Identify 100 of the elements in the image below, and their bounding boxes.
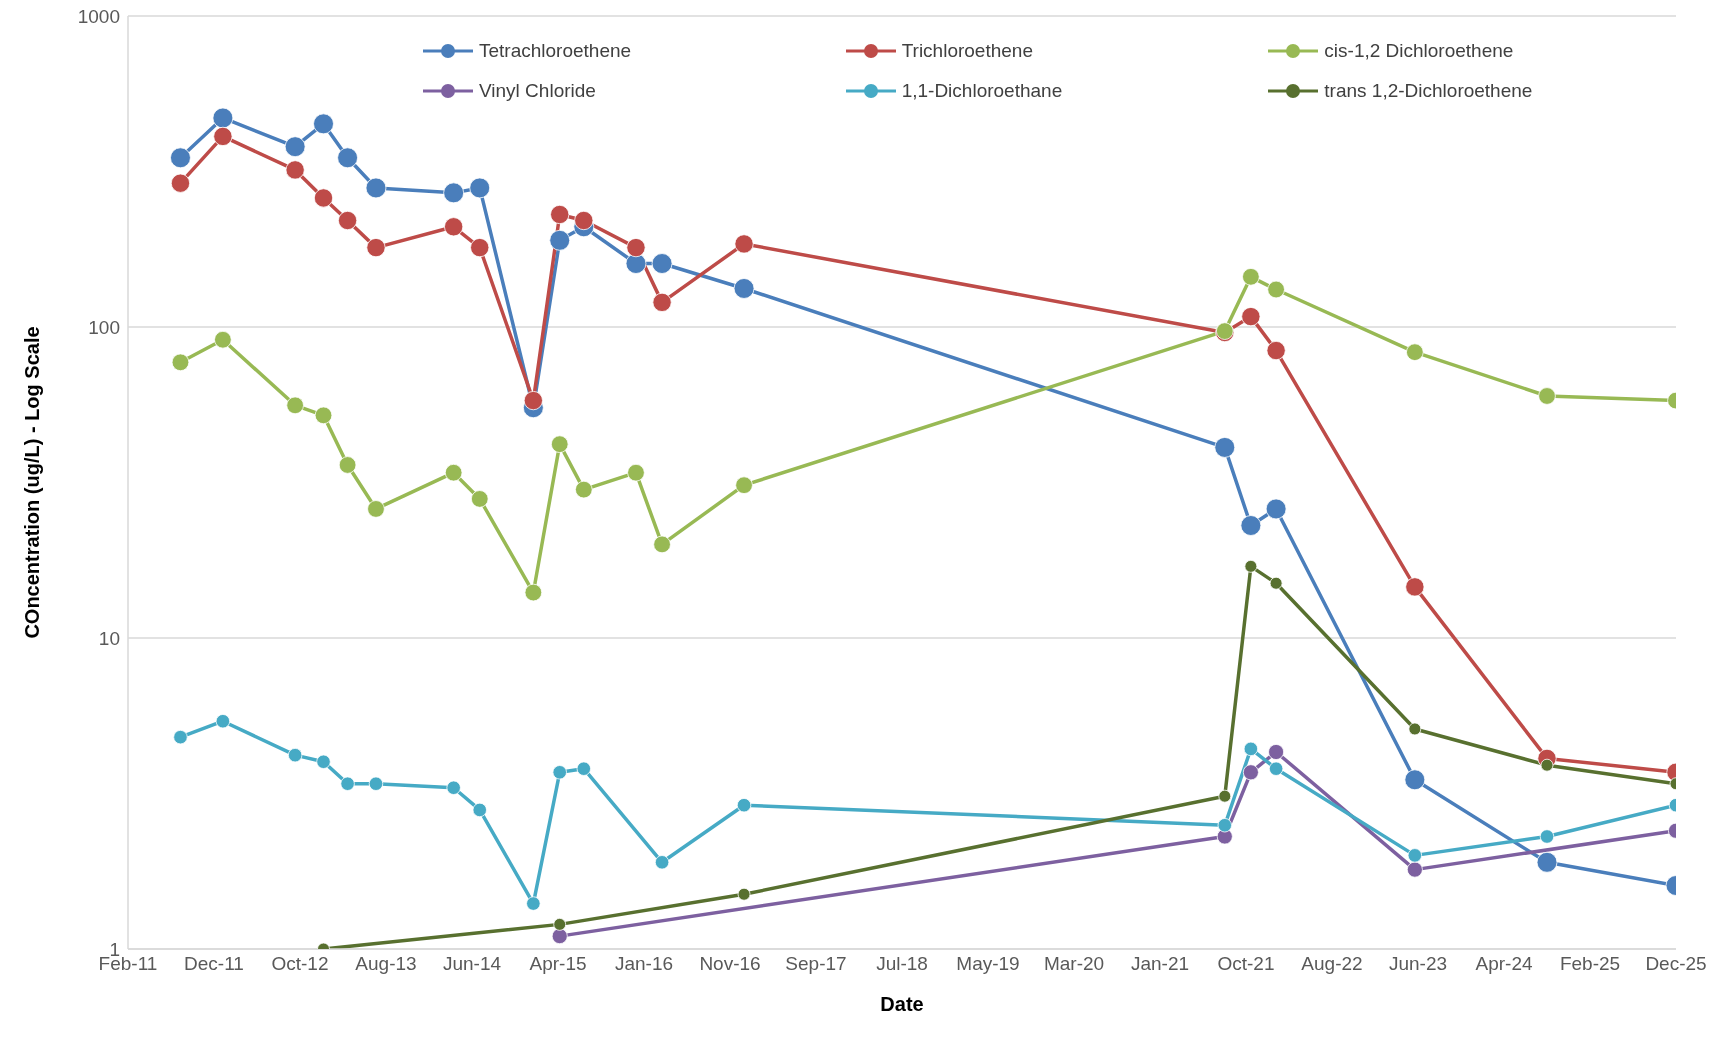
x-tick-label: Nov-16 <box>699 953 761 975</box>
x-tick-label: Aug-22 <box>1301 953 1363 975</box>
point <box>737 887 751 901</box>
point <box>444 463 463 482</box>
y-tick-label: 10 <box>98 627 120 649</box>
legend-label: Vinyl Chloride <box>479 80 596 102</box>
x-tick-label: Jan-16 <box>614 953 674 975</box>
point <box>736 797 752 813</box>
point <box>215 714 231 729</box>
point <box>549 229 571 251</box>
point <box>1405 577 1425 597</box>
x-tick-label: Dec-25 <box>1645 953 1707 975</box>
point <box>1242 268 1260 286</box>
point <box>524 583 543 602</box>
point <box>170 173 191 193</box>
point <box>366 238 386 258</box>
point <box>286 396 304 415</box>
x-tick-label: Oct-21 <box>1217 953 1275 975</box>
x-tick-label: Jun-14 <box>442 953 502 975</box>
point <box>653 535 671 554</box>
point <box>1240 515 1262 536</box>
y-tick-label: 1 <box>109 938 120 960</box>
x-tick-label: Jun-23 <box>1388 953 1448 975</box>
point <box>173 729 188 745</box>
point <box>1214 437 1236 458</box>
point <box>526 896 541 911</box>
point <box>1268 761 1284 776</box>
point <box>212 107 234 129</box>
y-tick-label: 1000 <box>77 5 120 27</box>
point <box>337 210 358 231</box>
x-tick-label: Apr-24 <box>1475 953 1533 975</box>
point <box>338 456 357 474</box>
point <box>576 761 591 776</box>
legend-label: Trichloroethene <box>901 40 1033 62</box>
x-axis-title: Date <box>880 993 924 1015</box>
point <box>1265 498 1287 520</box>
point <box>1269 576 1283 590</box>
point <box>1244 559 1258 573</box>
point <box>470 490 489 508</box>
point <box>1241 307 1261 327</box>
point <box>472 802 487 818</box>
text: Jan-21 <box>1130 953 1190 975</box>
point <box>733 278 755 299</box>
point <box>626 238 646 258</box>
x-tick-label: Mar-20 <box>1043 953 1105 975</box>
point <box>1267 280 1285 299</box>
legend-label: 1,1-Dichloroethane <box>901 80 1063 102</box>
point <box>287 747 303 763</box>
point <box>1408 722 1422 736</box>
point <box>340 776 355 791</box>
point <box>1540 758 1554 772</box>
point <box>1538 387 1556 405</box>
legend-label: trans 1,2-Dichloroethene <box>1324 80 1533 102</box>
point <box>443 182 465 204</box>
point <box>1218 789 1232 803</box>
point <box>314 406 333 425</box>
point <box>1217 818 1232 833</box>
x-tick-label: Aug-13 <box>355 953 417 975</box>
point <box>313 113 334 135</box>
point <box>1406 861 1423 878</box>
point <box>550 204 570 225</box>
x-tick-label: Dec-11 <box>184 953 244 975</box>
legend-label: Tetrachloroethene <box>479 40 632 62</box>
point <box>1406 343 1424 361</box>
point <box>469 177 491 199</box>
point <box>735 476 753 494</box>
legend-label: cis-1,2 Dichloroethene <box>1324 40 1514 62</box>
point <box>651 253 673 274</box>
point <box>625 253 647 274</box>
x-tick-label: Feb-25 <box>1559 953 1621 975</box>
point <box>214 330 232 349</box>
point <box>1243 741 1259 757</box>
point <box>523 390 543 411</box>
point <box>551 928 568 945</box>
point <box>285 160 305 180</box>
point <box>734 234 754 254</box>
point <box>1539 829 1555 844</box>
point <box>367 500 385 518</box>
point <box>1242 764 1259 781</box>
x-tick-label: Jul-18 <box>876 953 928 975</box>
point <box>313 188 334 208</box>
point <box>552 765 567 780</box>
x-tick-label: May-19 <box>956 953 1020 975</box>
point <box>575 480 593 499</box>
point <box>553 917 567 931</box>
x-tick-label: Sep-17 <box>785 953 847 975</box>
point <box>470 238 490 258</box>
point <box>284 136 306 158</box>
point <box>1407 848 1423 863</box>
y-tick-label: 100 <box>88 316 120 338</box>
point <box>444 217 464 237</box>
y-axis-title: COncentration (ug/L) - Log Scale <box>21 326 44 639</box>
point <box>574 210 594 231</box>
point <box>316 754 331 769</box>
point <box>1404 769 1426 791</box>
point <box>1266 340 1286 361</box>
point <box>627 463 645 482</box>
point <box>171 353 190 372</box>
point <box>365 177 387 199</box>
point <box>446 780 461 795</box>
